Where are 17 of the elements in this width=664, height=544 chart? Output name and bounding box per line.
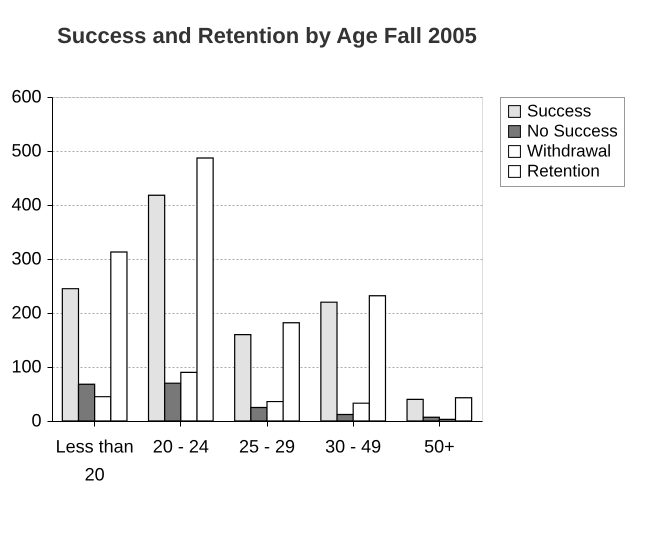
chart-title: Success and Retention by Age Fall 2005 — [57, 23, 477, 48]
x-tick-label: 50+ — [424, 436, 455, 456]
legend-label: Withdrawal — [527, 142, 612, 160]
x-tick-label: Less than 20 — [56, 436, 134, 484]
y-tick-label: 200 — [11, 302, 42, 322]
x-tick-label: 30 - 49 — [325, 436, 382, 456]
y-tick-label: 400 — [11, 194, 42, 214]
y-tick-label: 300 — [11, 248, 42, 268]
legend-label: Success — [527, 102, 592, 120]
y-tick-label: 0 — [31, 410, 42, 430]
legend-label: Retention — [527, 162, 600, 180]
y-tick-label: 100 — [11, 356, 42, 376]
x-tick-label: 25 - 29 — [238, 436, 296, 456]
y-tick-label: 600 — [11, 86, 42, 106]
y-tick-label: 500 — [11, 140, 42, 160]
legend-label: No Success — [527, 122, 618, 140]
x-tick-label: 20 - 24 — [152, 436, 209, 456]
